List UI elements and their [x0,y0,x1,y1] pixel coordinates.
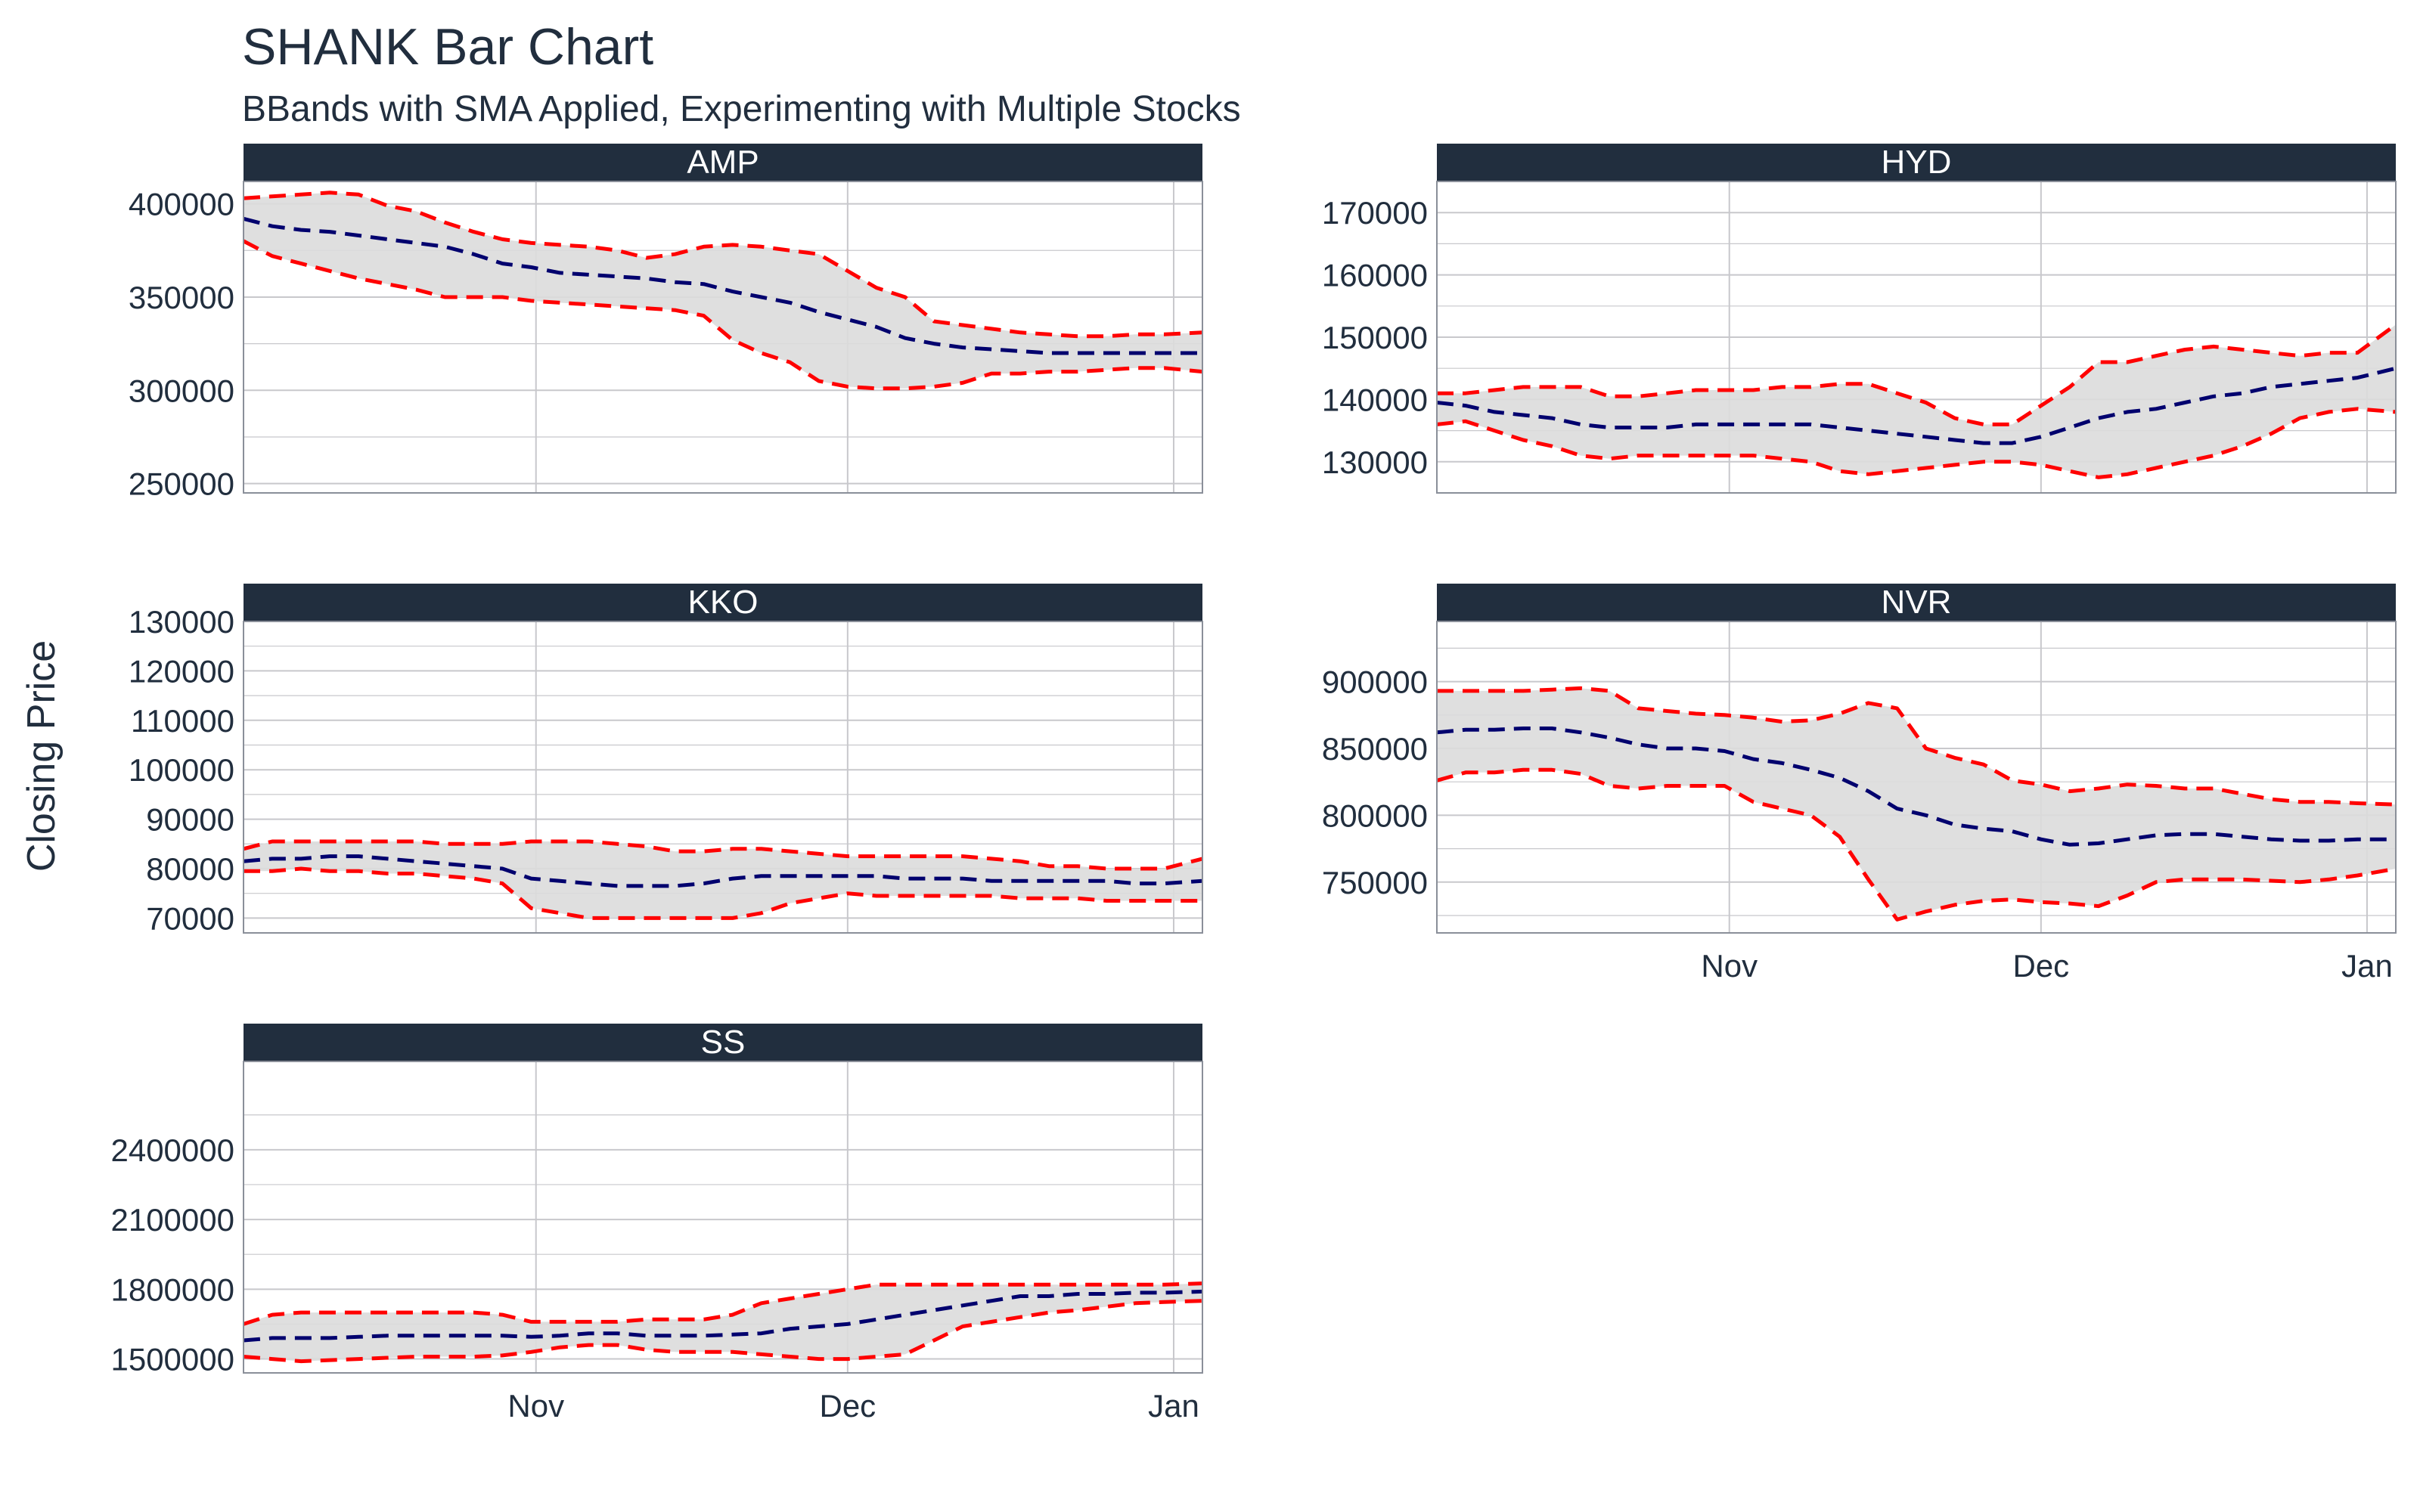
facets-layer: AMP 250000 300000 350000 400000 HYD 130000 1400… [110,144,2397,1424]
facet-strip-label: HYD [1882,144,1952,181]
sma-line [243,1289,1203,1343]
facet-strip [1437,144,2396,181]
facet-strip [244,144,1202,181]
bband-fill [1437,688,2396,920]
y-tick-label: 750000 [1322,865,1428,900]
bband-fill [244,1283,1202,1362]
y-tick-label: 900000 [1322,665,1428,700]
y-tick-label: 350000 [129,280,234,315]
y-tick-label: 1500000 [110,1342,234,1377]
x-tick-label: Nov [1701,948,1758,984]
panel-border [243,1061,1203,1374]
facet-nvr: NVR 750000 800000 850000 900000 Nov Dec Jan [1322,584,2397,984]
y-tick-label: 250000 [129,466,234,502]
panel-border [1436,181,2397,494]
y-tick-label: 130000 [129,604,234,640]
y-tick-label: 2100000 [110,1202,234,1238]
facet-strip-label: NVR [1882,584,1952,621]
lower-band-line [244,866,1202,920]
sma-line [243,854,1203,888]
upper-band-line [1437,686,2397,807]
facet-strip [1437,584,2396,621]
x-tick-label: Jan [1148,1388,1199,1424]
facet-strip [244,584,1202,621]
y-tick-label: 70000 [146,900,234,936]
y-tick-label: 800000 [1322,798,1428,833]
panel-border [243,621,1203,934]
facet-kko: KKO 70000 80000 90000 100000 110000 120000 1300… [129,584,1203,936]
chart-subtitle: BBands with SMA Applied, Experimenting w… [242,89,1241,129]
facet-strip-label: AMP [687,144,759,181]
bband-fill [1437,324,2396,478]
x-tick-label: Dec [819,1388,876,1424]
chart-title: SHANK Bar Chart [242,18,653,76]
upper-band-line [243,839,1203,871]
facet-amp: AMP 250000 300000 350000 400000 [129,144,1203,502]
y-tick-label: 400000 [129,187,234,222]
y-tick-label: 110000 [131,703,234,739]
lower-band-line [1436,407,2397,479]
y-tick-label: 140000 [1322,382,1428,417]
lower-band-line [243,1299,1203,1364]
upper-band-line [243,191,1203,339]
y-tick-label: 150000 [1322,320,1428,355]
y-tick-label: 80000 [146,851,234,887]
y-axis-label: Closing Price [20,640,64,872]
y-tick-label: 850000 [1322,731,1428,767]
x-tick-label: Nov [507,1388,564,1424]
x-tick-label: Jan [2341,948,2393,984]
y-tick-label: 100000 [129,752,234,788]
y-tick-label: 90000 [146,802,234,838]
sma-line [243,216,1202,355]
lower-band-line [242,239,1203,391]
sma-line [1436,727,2396,847]
facet-strip-label: KKO [688,584,759,621]
y-tick-label: 120000 [129,653,234,689]
bband-fill [244,841,1202,919]
facet-hyd: HYD 130000 140000 150000 160000 170000 [1322,144,2397,494]
panel-border [243,181,1203,494]
y-tick-label: 2400000 [110,1132,234,1168]
sma-line [1436,366,2397,445]
facet-strip-label: SS [701,1024,746,1061]
y-tick-label: 300000 [129,373,234,408]
facet-ss: SS 1500000 1800000 2100000 2400000 Nov Dec Jan [110,1024,1203,1424]
y-tick-label: 170000 [1322,195,1428,231]
y-tick-label: 160000 [1322,258,1428,293]
upper-band-line [243,1281,1203,1326]
x-tick-label: Dec [2012,948,2069,984]
bband-fill [244,192,1202,389]
y-tick-label: 1800000 [110,1272,234,1307]
facet-strip [244,1024,1202,1061]
lower-band-line [1436,767,2397,922]
upper-band-line [1437,323,2397,426]
panel-border [1436,621,2397,934]
y-tick-label: 130000 [1322,445,1428,480]
